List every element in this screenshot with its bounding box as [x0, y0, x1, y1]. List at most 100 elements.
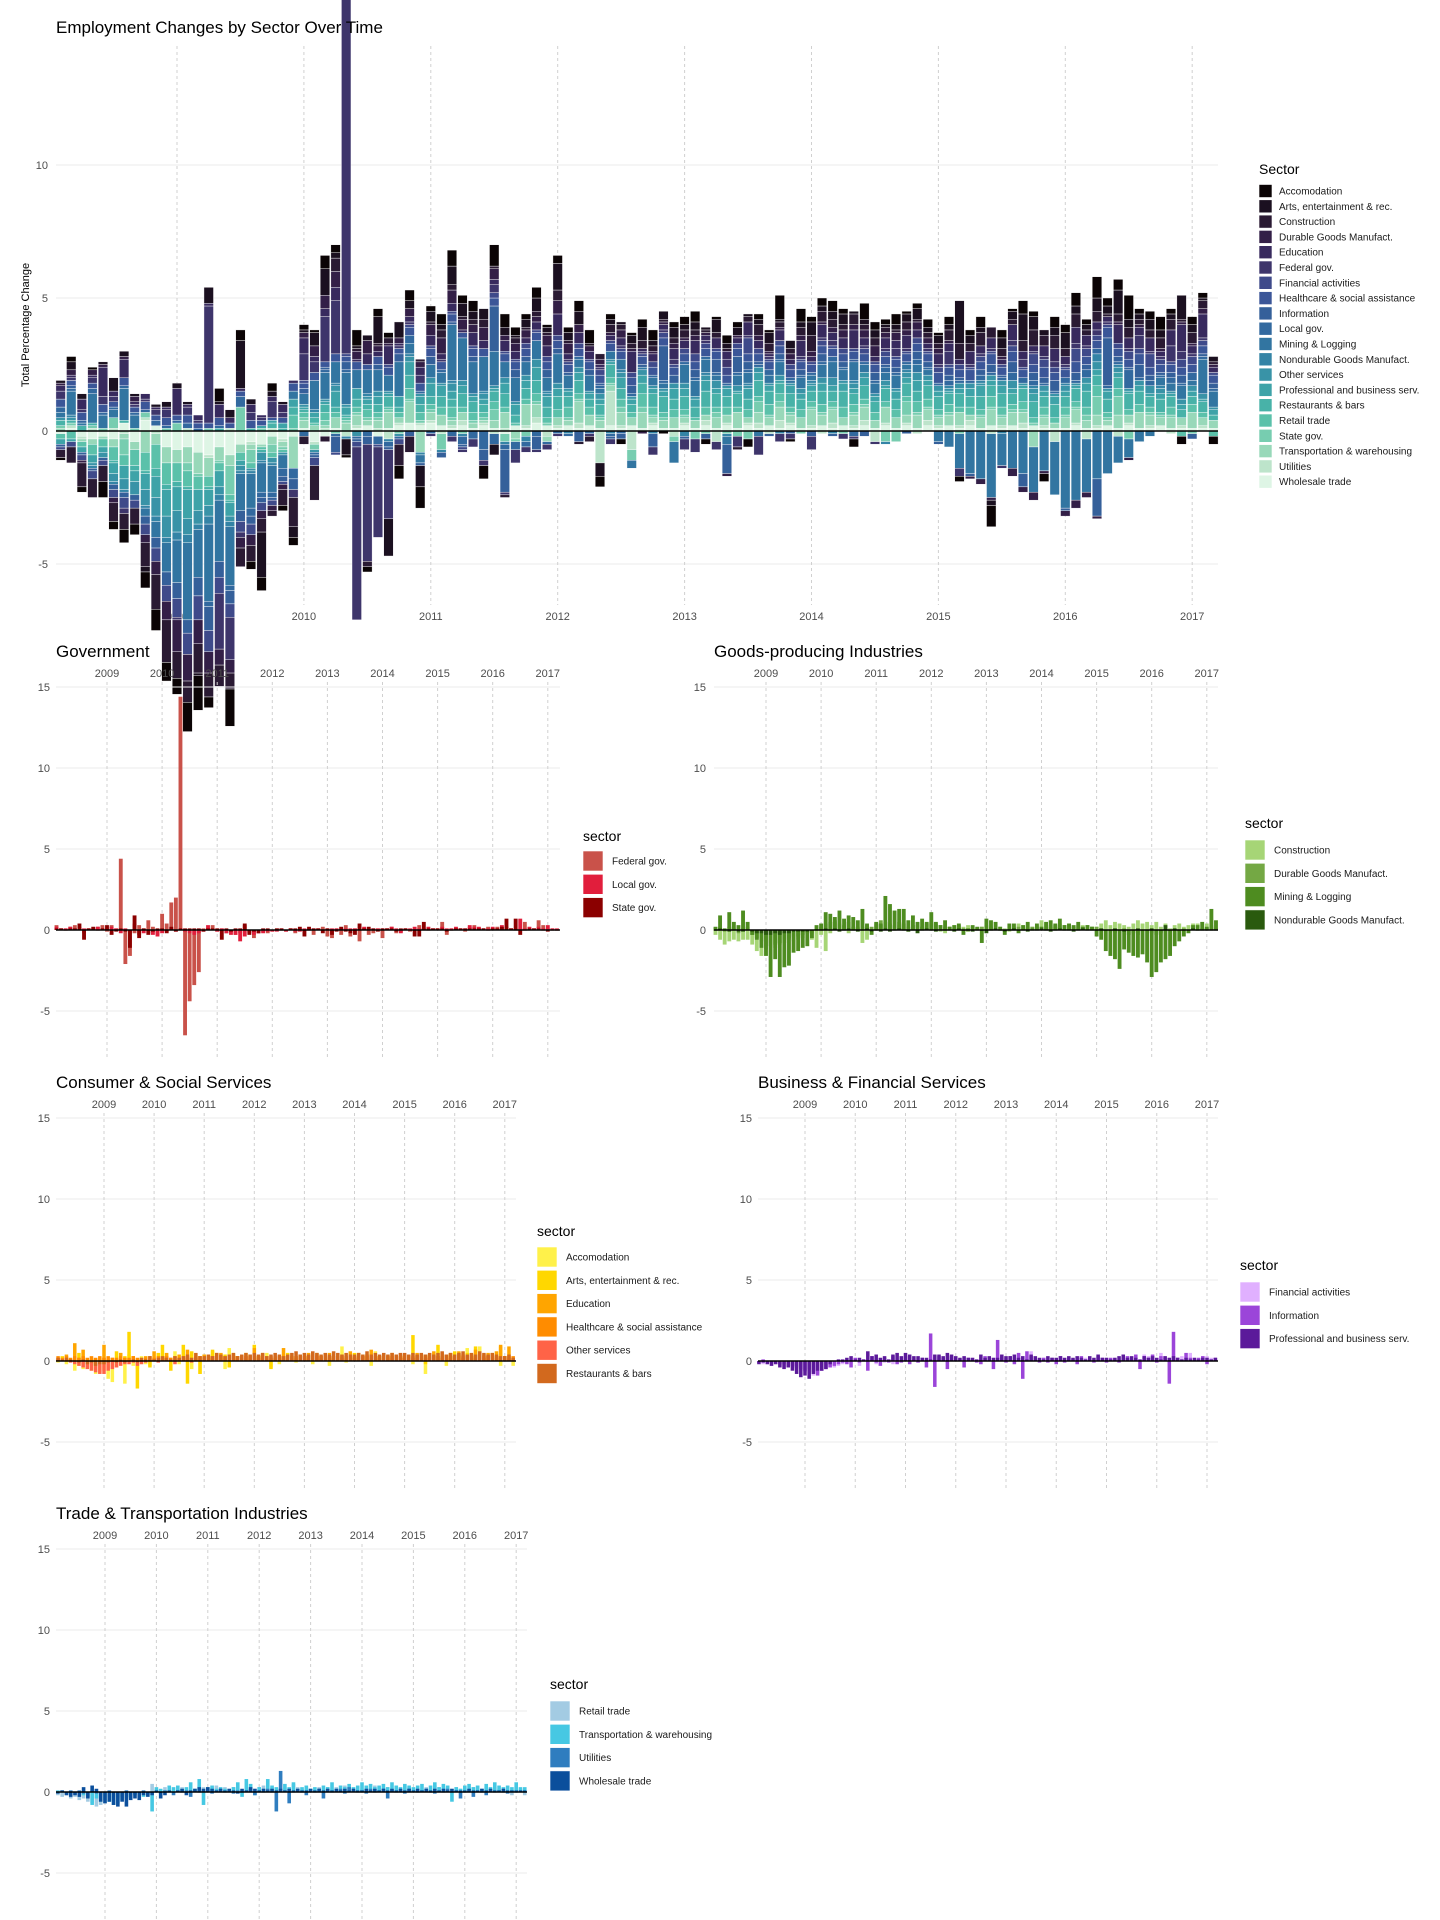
bar	[805, 930, 810, 947]
legend-item: Mining & Logging	[1244, 886, 1351, 907]
bar-segment	[404, 308, 415, 317]
bar-segment	[203, 303, 214, 307]
x-tick-label: 2017	[1195, 1099, 1219, 1111]
bar-segment	[1134, 353, 1145, 365]
bar-segment	[817, 412, 828, 416]
bar	[343, 1788, 347, 1792]
bar	[731, 930, 736, 940]
bar-segment	[499, 377, 510, 384]
bar	[311, 928, 316, 930]
bar-segment	[1155, 377, 1166, 386]
bar	[240, 1788, 244, 1792]
bar-segment	[499, 361, 510, 378]
bar-segment	[531, 297, 542, 312]
bar-segment	[764, 332, 775, 344]
bar-segment	[901, 313, 912, 323]
bar	[187, 930, 192, 934]
bar	[164, 1357, 169, 1361]
bar	[1154, 1361, 1159, 1363]
bar-segment	[288, 414, 299, 429]
bar-segment	[774, 382, 785, 394]
bar-segment	[1018, 358, 1028, 368]
bar-segment	[827, 406, 838, 410]
bar-segment	[76, 460, 87, 464]
bar-segment	[626, 377, 637, 386]
bar-segment	[764, 433, 775, 437]
bar-segment	[922, 351, 933, 355]
bar-segment	[394, 422, 405, 426]
bar-segment	[827, 422, 838, 429]
bar-segment	[446, 313, 457, 323]
bar	[522, 921, 527, 930]
bar	[501, 1788, 506, 1792]
bar-segment	[637, 393, 648, 408]
bar-segment	[404, 324, 415, 328]
bar-segment	[235, 465, 246, 472]
bar-segment	[214, 494, 225, 501]
bar-segment	[901, 422, 912, 426]
bar-segment	[425, 382, 436, 397]
bar-segment	[182, 632, 193, 655]
bar	[426, 928, 431, 930]
bar-segment	[256, 417, 267, 421]
bar-segment	[658, 311, 669, 320]
bar	[1021, 925, 1026, 930]
bar	[141, 1790, 146, 1792]
bar	[915, 921, 920, 930]
bar-segment	[795, 321, 806, 328]
bar-segment	[933, 372, 944, 384]
bar	[72, 928, 77, 930]
bar-segment	[161, 401, 172, 408]
bar	[970, 925, 975, 930]
bar-segment	[383, 364, 394, 368]
bar-segment	[383, 441, 394, 448]
bar	[82, 930, 86, 940]
bar-segment	[975, 361, 986, 371]
bar-segment	[193, 577, 204, 597]
bar-segment	[150, 497, 161, 517]
bar	[1025, 930, 1030, 932]
bar	[298, 1354, 302, 1361]
bar-segment	[309, 356, 320, 363]
bar-segment	[933, 425, 944, 429]
bar-segment	[573, 398, 584, 402]
bar-segment	[838, 406, 849, 418]
bar-segment	[669, 409, 679, 418]
bar-segment	[425, 348, 436, 357]
bar-segment	[489, 351, 500, 386]
bar	[467, 928, 472, 930]
bar-segment	[711, 430, 722, 442]
bar	[81, 1787, 86, 1792]
bar-segment	[372, 351, 383, 357]
bar-segment	[510, 337, 521, 344]
legend-swatch	[1258, 275, 1273, 290]
x-tick-label: 2010	[150, 668, 174, 680]
bar-segment	[1018, 430, 1028, 474]
bar	[423, 1361, 428, 1365]
bar-segment	[965, 414, 976, 421]
bar-segment	[1049, 335, 1060, 349]
bar	[970, 930, 975, 932]
bar	[941, 1356, 945, 1361]
bar-segment	[658, 396, 669, 413]
bar-segment	[478, 393, 489, 400]
bar-segment	[944, 366, 954, 376]
bar-segment	[1134, 319, 1145, 325]
bar-segment	[901, 335, 912, 349]
bar	[252, 930, 256, 935]
bar-segment	[774, 295, 785, 320]
bar-segment	[1092, 321, 1102, 331]
bar-segment	[690, 321, 701, 331]
x-tick-label: 2010	[292, 611, 316, 623]
bar-segment	[901, 372, 912, 379]
bar-segment	[425, 305, 436, 312]
bar	[953, 1356, 958, 1361]
y-tick-label: -5	[742, 1437, 752, 1449]
bar	[824, 1361, 828, 1370]
bar-segment	[309, 380, 320, 410]
bar	[415, 1354, 419, 1361]
bar-segment	[1039, 473, 1050, 482]
bar	[800, 930, 805, 948]
bar-segment	[679, 361, 690, 365]
bar	[1083, 1359, 1088, 1361]
